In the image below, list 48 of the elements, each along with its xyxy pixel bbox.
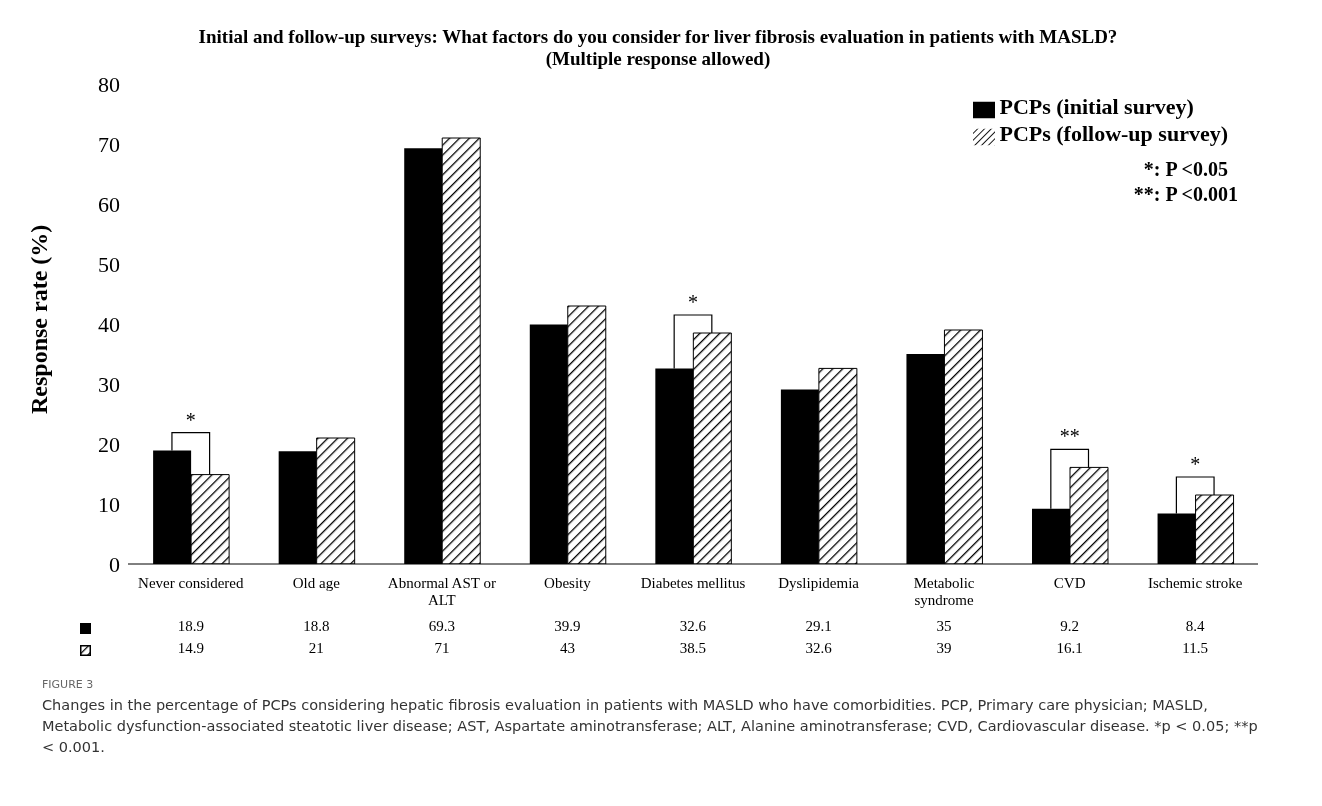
x-tick-label: Diabetes mellitus: [640, 574, 746, 591]
y-tick-label: 40: [98, 311, 120, 337]
data-label: 9.2: [1059, 617, 1080, 635]
data-label: 39: [935, 639, 953, 657]
data-label: 69.3: [427, 617, 456, 635]
data-label: 18.8: [302, 617, 331, 635]
y-tick-label: 60: [98, 191, 120, 217]
data-label: 71: [433, 639, 451, 657]
y-tick-label: 80: [98, 71, 120, 97]
legend-label: PCPs (follow-up survey): [999, 121, 1228, 147]
x-tick-label: Abnormal AST or ALT: [387, 574, 496, 608]
annotation: *: [185, 408, 196, 431]
x-tick-label: Never considered: [138, 574, 244, 591]
data-label: 11.5: [1181, 639, 1210, 657]
annotation: **: P <0.001: [1132, 182, 1238, 206]
annotation: *: P <0.05: [1142, 157, 1229, 181]
annotation: *: [1190, 452, 1201, 475]
data-label: 32.6: [804, 639, 833, 657]
caption: FIGURE 3: [42, 677, 95, 691]
legend-label: PCPs (initial survey): [999, 93, 1194, 119]
data-label: 32.6: [678, 617, 708, 635]
data-label: 39.9: [553, 617, 582, 635]
x-tick-label: CVD: [1053, 574, 1086, 591]
data-label: 35: [935, 617, 953, 635]
data-label: 29.1: [804, 617, 833, 635]
data-label: 14.9: [176, 639, 205, 657]
x-tick-label: Ischemic stroke: [1147, 574, 1243, 591]
data-label: 16.1: [1055, 639, 1084, 657]
y-tick-label: 50: [98, 251, 120, 277]
y-tick-label: 0: [109, 551, 120, 577]
x-tick-label: Dyslipidemia: [778, 574, 860, 591]
y-tick-label: 20: [98, 431, 120, 457]
data-label: 38.5: [678, 639, 708, 657]
chart-title: Initial and follow-up surveys: What factors do you consider for liver fibrosis evaluation in patients with MASLD? (Multiple response allowed): [198, 26, 1118, 69]
annotation: **: [1059, 425, 1080, 448]
annotation: *: [688, 290, 698, 313]
text: Changes in the percentage of PCPs considering hepatic fibrosis evaluation in patients with MASLD who have comorbidities. PCP, Primary care physician; MASLD, Metabolic dysfunction-associated steatotic liver disease; AST, Aspartate aminotransferase; ALT, Alanine aminotransferase; CVD, Cardiovascular disease. *p < 0.05; **p < 0.001.: [42, 695, 1259, 757]
data-label: 18.9: [176, 617, 205, 635]
x-tick-label: Metabolic syndrome: [913, 574, 975, 608]
x-tick-label: Obesity: [544, 574, 592, 591]
y-tick-label: 30: [98, 371, 120, 397]
data-label: 43: [558, 639, 576, 657]
x-tick-label: Old age: [292, 574, 341, 591]
y-tick-label: 70: [98, 131, 120, 157]
y-axis-title: Response rate (%): [25, 224, 52, 414]
y-tick-label: 10: [98, 491, 120, 517]
data-label: 21: [307, 639, 325, 657]
data-label: 8.4: [1184, 617, 1206, 635]
